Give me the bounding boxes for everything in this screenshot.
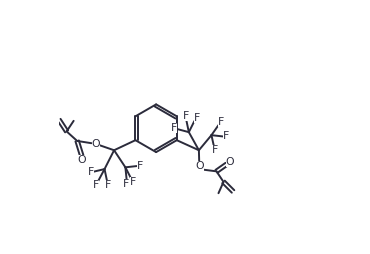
Text: F: F [183, 111, 189, 121]
Text: F: F [194, 113, 201, 123]
Text: O: O [78, 155, 87, 165]
Text: F: F [88, 167, 94, 177]
Text: F: F [105, 180, 111, 190]
Text: O: O [226, 157, 234, 167]
Text: F: F [212, 145, 218, 155]
Text: O: O [92, 139, 100, 149]
Text: O: O [195, 161, 204, 171]
Text: F: F [171, 123, 177, 133]
Text: F: F [218, 117, 224, 126]
Text: F: F [137, 161, 143, 171]
Text: F: F [123, 179, 129, 189]
Text: F: F [130, 177, 137, 187]
Text: F: F [93, 180, 99, 190]
Text: F: F [223, 131, 229, 141]
